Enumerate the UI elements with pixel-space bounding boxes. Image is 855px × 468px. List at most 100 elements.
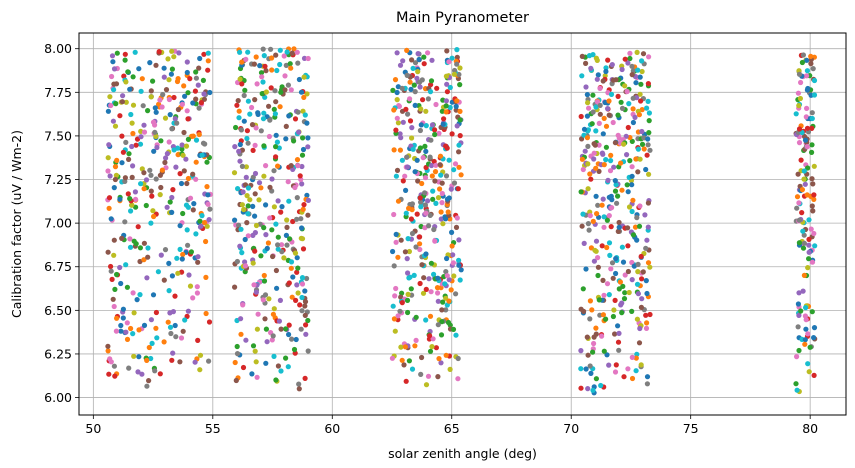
data-point xyxy=(803,317,809,323)
data-point xyxy=(169,194,175,201)
data-point xyxy=(274,67,280,74)
data-point xyxy=(273,52,279,58)
data-point xyxy=(423,251,429,257)
data-point xyxy=(639,68,645,75)
data-point xyxy=(607,252,613,258)
data-point xyxy=(113,101,119,107)
data-point xyxy=(593,325,599,331)
data-point xyxy=(427,212,433,218)
data-point xyxy=(274,139,280,145)
data-point xyxy=(174,120,180,126)
data-point xyxy=(137,292,143,298)
data-point xyxy=(453,291,459,297)
data-point xyxy=(423,382,430,388)
data-point xyxy=(397,62,404,68)
data-point xyxy=(136,327,142,333)
data-point xyxy=(585,386,591,392)
y-tick-label: 6.00 xyxy=(44,390,72,405)
data-point xyxy=(616,330,622,336)
data-point xyxy=(237,49,243,55)
data-point xyxy=(252,191,258,197)
data-point xyxy=(638,253,644,260)
data-point xyxy=(810,181,816,187)
data-point xyxy=(153,109,159,115)
data-point xyxy=(129,143,135,150)
data-point xyxy=(604,352,610,358)
x-tick-label: 50 xyxy=(85,421,101,436)
data-point xyxy=(449,243,455,249)
data-point xyxy=(579,223,585,229)
data-point xyxy=(247,197,253,203)
data-point xyxy=(161,277,167,283)
data-point xyxy=(435,275,441,281)
data-point xyxy=(622,83,628,89)
data-point xyxy=(283,355,289,361)
data-point xyxy=(411,272,417,278)
data-point xyxy=(270,333,276,339)
data-point xyxy=(105,343,111,349)
data-point xyxy=(173,334,179,340)
data-point xyxy=(416,56,422,63)
data-point xyxy=(245,98,251,104)
data-point xyxy=(166,288,172,294)
data-point xyxy=(585,221,592,227)
data-point xyxy=(458,267,464,273)
data-point xyxy=(261,53,267,59)
data-point xyxy=(289,336,295,342)
data-point xyxy=(180,210,186,217)
data-point xyxy=(393,239,399,245)
data-point xyxy=(452,161,459,167)
data-point xyxy=(301,74,307,80)
data-point xyxy=(196,65,202,71)
data-point xyxy=(619,105,626,111)
data-point xyxy=(118,322,124,329)
data-point xyxy=(405,236,411,242)
data-point xyxy=(624,182,630,188)
data-point xyxy=(188,249,194,255)
data-point xyxy=(256,180,263,186)
data-point xyxy=(625,124,631,131)
data-point xyxy=(196,105,202,111)
data-point xyxy=(799,210,805,216)
x-tick-label: 70 xyxy=(563,421,579,436)
data-point xyxy=(642,212,648,218)
data-point xyxy=(157,97,163,103)
data-point xyxy=(239,81,245,87)
data-point xyxy=(456,237,462,243)
data-point xyxy=(124,336,131,342)
data-point xyxy=(105,249,111,255)
data-point xyxy=(285,179,291,185)
data-point xyxy=(262,316,268,322)
data-point xyxy=(439,319,445,325)
data-point xyxy=(403,378,409,384)
data-point xyxy=(590,92,596,98)
data-point xyxy=(305,348,311,354)
data-point xyxy=(301,202,307,208)
data-point xyxy=(412,169,418,175)
data-point xyxy=(278,89,284,95)
data-point xyxy=(184,108,190,114)
data-point xyxy=(129,174,135,180)
data-point xyxy=(626,101,632,107)
data-point xyxy=(457,117,463,123)
data-point xyxy=(625,268,632,275)
data-point xyxy=(637,156,643,162)
data-point xyxy=(581,126,588,132)
data-point xyxy=(596,142,602,148)
data-point xyxy=(179,256,185,262)
data-point xyxy=(603,316,609,322)
data-point xyxy=(123,262,129,268)
data-point xyxy=(253,125,259,131)
data-point xyxy=(412,343,418,349)
data-point xyxy=(610,275,616,281)
data-point xyxy=(632,224,639,230)
data-point xyxy=(627,158,633,164)
data-point xyxy=(798,308,804,314)
data-point xyxy=(629,63,635,69)
data-point xyxy=(404,154,410,160)
data-point xyxy=(242,236,248,243)
data-point xyxy=(417,241,423,247)
data-point xyxy=(117,264,123,271)
data-point xyxy=(409,230,416,237)
x-tick-label: 65 xyxy=(444,421,460,436)
